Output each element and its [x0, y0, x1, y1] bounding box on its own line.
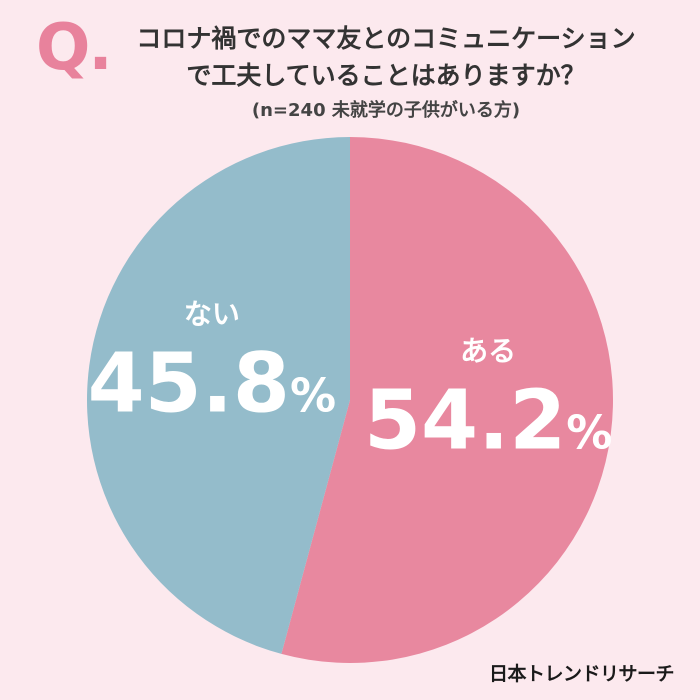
chart-title: コロナ禍でのママ友とのコミュニケーション で工夫していることはありますか？	[96, 20, 676, 94]
brand-logo: 日本トレンドリサーチ	[488, 663, 675, 685]
slice-category-label-no: ない	[184, 298, 240, 331]
slice-label-group-no: ない 45.8%	[88, 298, 336, 432]
pie-slice-no	[86, 137, 351, 654]
slice-label-group-yes: ある 54.2%	[364, 334, 612, 468]
slice-value-label-no: 45.8%	[88, 337, 336, 432]
slice-category-label-yes: ある	[460, 334, 516, 367]
chart-title-line-2: で工夫していることはありますか？	[186, 61, 586, 90]
question-mark-label: Q.	[36, 11, 113, 85]
slice-value-label-yes: 54.2%	[364, 373, 612, 468]
chart-subtitle: (n=240 未就学の子供がいる方)	[251, 100, 521, 121]
pie-slice-yes	[281, 137, 613, 663]
chart-title-line-1: コロナ禍でのママ友とのコミュニケーション	[136, 24, 636, 53]
